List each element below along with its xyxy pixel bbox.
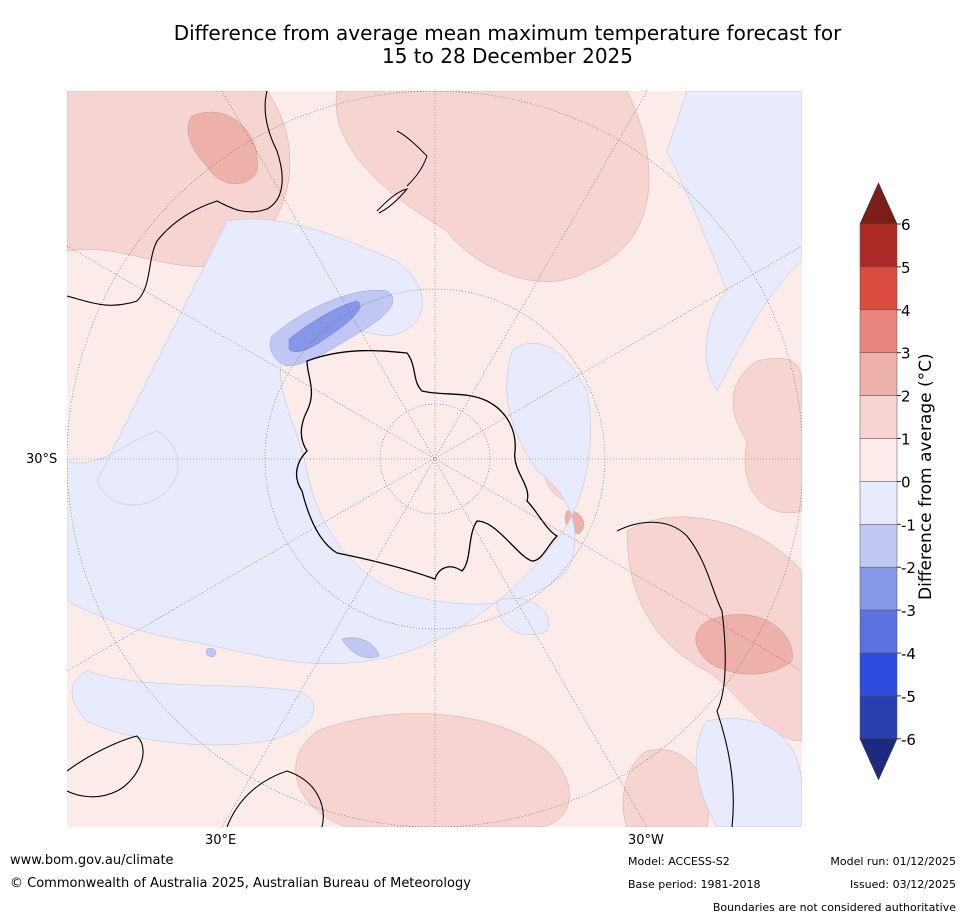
colorbar-tick-label: 6 (901, 216, 911, 234)
lat-label-30s: 30°S (26, 452, 58, 467)
footer-disclaimer: Boundaries are not considered authoritat… (712, 901, 956, 914)
colorbar-bin (859, 309, 898, 353)
colorbar-tick-label: -3 (901, 602, 916, 620)
colorbar: 6 5 4 3 2 1 0 -1 -2 -3 -4 -5 -6 (859, 182, 916, 780)
colorbar-bin (859, 223, 898, 268)
colorbar-bin (859, 652, 898, 697)
antarctica-coastline (295, 349, 559, 580)
footer-copyright: © Commonwealth of Australia 2025, Austra… (10, 876, 471, 891)
graticule (67, 91, 802, 827)
south-america-coastline (616, 521, 734, 827)
anomaly-map (67, 91, 802, 827)
africa-coastline (67, 735, 324, 827)
colorbar-tick-label: -2 (901, 559, 916, 577)
colorbar-bin (859, 395, 898, 439)
footer-model: Model: ACCESS-S2 (628, 855, 730, 868)
colorbar-tick-label: 0 (901, 473, 911, 491)
title-line-2: 15 to 28 December 2025 (381, 44, 633, 68)
lon-label-30e: 30°E (205, 833, 237, 848)
footer-issued: Issued: 03/12/2025 (849, 878, 956, 891)
colorbar-bin (859, 438, 898, 482)
lon-label-30w: 30°W (628, 833, 664, 848)
colorbar-title: Difference from average (°C) (916, 353, 936, 600)
footer-model-run: Model run: 01/12/2025 (830, 855, 956, 868)
colorbar-bin (859, 566, 898, 611)
colorbar-extend-low (859, 738, 898, 780)
colorbar-bin (859, 481, 898, 525)
australia-coastline (67, 91, 283, 306)
colorbar-bin (859, 609, 898, 654)
new-zealand-coastline (376, 130, 428, 214)
colorbar-tick-label: 3 (901, 345, 911, 363)
colorbar-tick-label: 4 (901, 302, 911, 320)
anomaly-zone-minus-3-to-minus-2 (288, 300, 361, 352)
colorbar-tick-label: 5 (901, 259, 911, 277)
colorbar-tick-label: -5 (901, 688, 916, 706)
chart-title: Difference from average mean maximum tem… (60, 22, 955, 68)
footer-url[interactable]: www.bom.gov.au/climate (10, 853, 174, 868)
colorbar-bin (859, 352, 898, 396)
title-line-1: Difference from average mean maximum tem… (173, 21, 842, 45)
colorbar-bin (859, 695, 898, 740)
colorbar-tick-label: 1 (901, 431, 911, 449)
colorbar-bin (859, 524, 898, 568)
colorbar-bin (859, 266, 898, 311)
colorbar-extend-high (859, 182, 898, 225)
colorbar-tick-label: 2 (901, 388, 911, 406)
colorbar-tick-label: -1 (901, 516, 916, 534)
footer-base-period: Base period: 1981-2018 (628, 878, 761, 891)
colorbar-tick-label: -4 (901, 645, 916, 663)
colorbar-tick-label: -6 (901, 731, 916, 749)
anomaly-zones-minus-1-to-0 (67, 91, 802, 827)
